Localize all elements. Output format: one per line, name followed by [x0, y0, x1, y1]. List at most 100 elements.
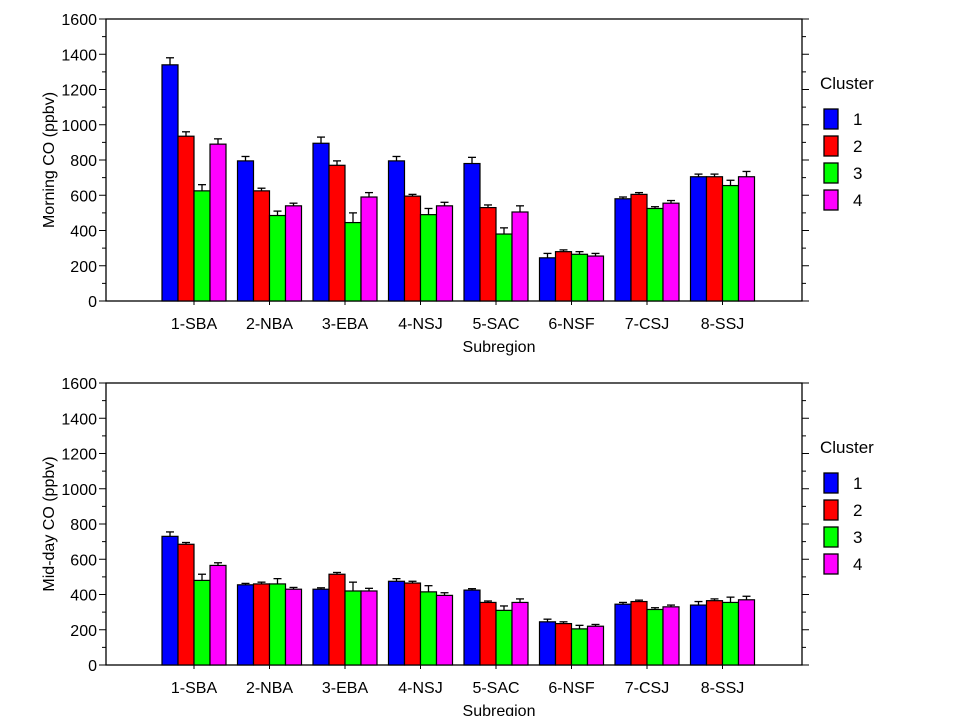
- x-tick-label: 7-CSJ: [625, 316, 669, 333]
- x-tick-label: 8-SSJ: [701, 680, 745, 697]
- bar: [435, 205, 454, 302]
- bar: [344, 590, 362, 666]
- bar: [360, 590, 378, 666]
- bar: [511, 601, 529, 666]
- bar: [161, 64, 179, 302]
- y-tick-label: 600: [70, 188, 97, 205]
- y-axis-label: Morning CO (ppbv): [41, 92, 58, 228]
- bar: [252, 190, 271, 302]
- y-tick-label: 1200: [61, 83, 97, 100]
- y-tick-label: 1000: [61, 118, 97, 135]
- bar: [614, 198, 632, 302]
- legend-label: 3: [853, 164, 862, 183]
- legend-label: 4: [853, 191, 862, 210]
- bar: [495, 233, 513, 302]
- bar: [193, 190, 211, 302]
- bar: [268, 583, 287, 666]
- x-tick-label: 3-EBA: [322, 316, 369, 333]
- bar: [705, 176, 724, 302]
- x-axis-label: Subregion: [463, 339, 536, 356]
- bar: [570, 628, 589, 666]
- legend-title: Cluster: [820, 74, 874, 93]
- y-axis-label: Mid-day CO (ppbv): [41, 456, 58, 591]
- bar: [662, 202, 680, 302]
- y-tick-label: 1400: [61, 411, 97, 428]
- y-tick-label: 0: [88, 294, 97, 311]
- y-tick-label: 800: [70, 517, 97, 534]
- bar: [387, 160, 406, 302]
- x-tick-label: 5-SAC: [472, 316, 519, 333]
- bar: [236, 160, 255, 302]
- legend-swatch: [823, 162, 839, 184]
- bar: [479, 601, 497, 666]
- x-tick-label: 2-NBA: [246, 316, 293, 333]
- bar: [435, 594, 454, 666]
- y-tick-label: 400: [70, 588, 97, 605]
- bar: [312, 142, 330, 302]
- x-tick-label: 1-SBA: [171, 680, 218, 697]
- bar: [737, 599, 756, 666]
- bar: [538, 257, 557, 302]
- bar: [161, 535, 179, 666]
- bar: [284, 205, 303, 302]
- x-tick-label: 7-CSJ: [625, 680, 669, 697]
- bar: [268, 214, 287, 302]
- bar: [209, 143, 227, 302]
- y-tick-label: 1600: [61, 376, 97, 393]
- legend-swatch: [823, 189, 839, 211]
- bar: [586, 625, 605, 666]
- legend-swatch: [823, 135, 839, 157]
- bar: [387, 580, 406, 666]
- bar: [284, 588, 303, 666]
- bar: [209, 564, 227, 666]
- y-tick-label: 200: [70, 259, 97, 276]
- bar: [328, 573, 346, 666]
- bar: [403, 195, 422, 302]
- legend-label: 1: [853, 474, 862, 493]
- bar: [344, 221, 362, 302]
- bar: [511, 211, 529, 302]
- legend-swatch: [823, 472, 839, 494]
- bar: [689, 176, 708, 302]
- bar: [630, 193, 648, 302]
- legend-swatch: [823, 108, 839, 130]
- bar: [721, 184, 740, 302]
- legend-label: 1: [853, 110, 862, 129]
- chart-1: 0 200 400 600 800 1000 1200 1400 1600 Morning CO …: [41, 12, 874, 356]
- y-tick-label: 1600: [61, 12, 97, 29]
- y-tick-label: 1000: [61, 482, 97, 499]
- x-tick-label: 5-SAC: [472, 680, 519, 697]
- bar: [586, 255, 605, 302]
- bar: [570, 253, 589, 302]
- x-tick-label: 4-NSJ: [398, 680, 442, 697]
- x-tick-label: 3-EBA: [322, 680, 369, 697]
- y-tick-label: 800: [70, 153, 97, 170]
- x-tick-label: 1-SBA: [171, 316, 218, 333]
- legend-swatch: [823, 526, 839, 548]
- legend-label: 2: [853, 137, 862, 156]
- bar: [646, 207, 664, 302]
- legend-label: 3: [853, 528, 862, 547]
- y-tick-label: 400: [70, 224, 97, 241]
- legend-label: 4: [853, 555, 862, 574]
- bar: [312, 588, 330, 666]
- bar: [236, 584, 255, 666]
- bar: [419, 591, 438, 666]
- bar: [328, 164, 346, 302]
- x-tick-label: 8-SSJ: [701, 316, 745, 333]
- bar: [705, 600, 724, 666]
- bar: [646, 608, 664, 666]
- bar: [630, 600, 648, 666]
- x-axis-label: Subregion: [463, 703, 536, 716]
- bar: [737, 176, 756, 302]
- bar: [554, 622, 573, 666]
- bar: [554, 251, 573, 302]
- bar: [419, 214, 438, 302]
- y-tick-label: 0: [88, 658, 97, 675]
- bar: [614, 603, 632, 666]
- bar: [177, 135, 195, 302]
- bar: [463, 589, 481, 666]
- bar: [689, 604, 708, 666]
- bar: [403, 582, 422, 666]
